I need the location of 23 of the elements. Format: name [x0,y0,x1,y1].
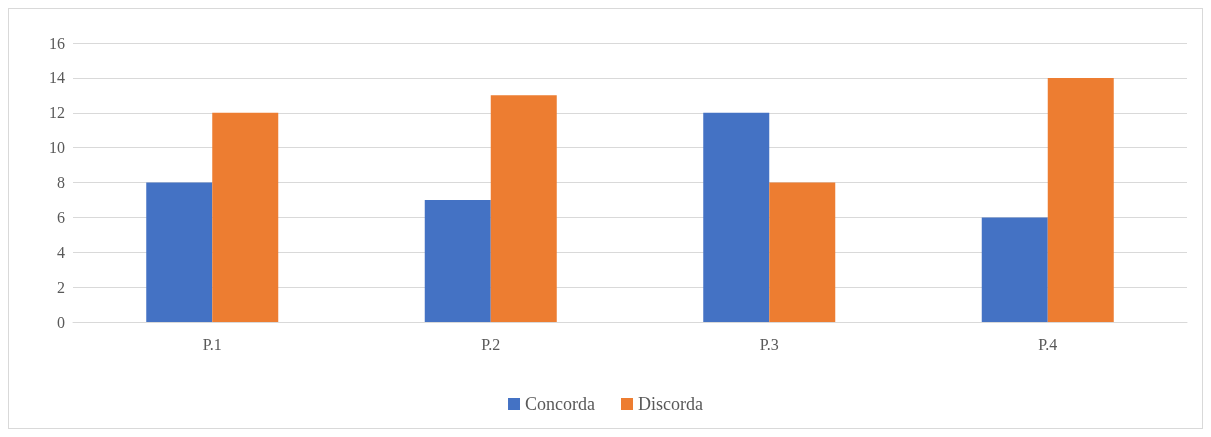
y-tick-label: 14 [49,69,65,87]
y-tick-label: 8 [57,174,65,191]
x-tick-label: P.1 [202,335,222,353]
bar [490,95,557,322]
bar [212,112,279,322]
bar [146,182,213,322]
bar [424,199,491,322]
y-tick-label: 2 [57,278,65,296]
bar [1047,77,1114,322]
x-tick-label: P.2 [481,335,501,353]
y-tick-label: 4 [57,243,65,261]
bar [703,112,770,322]
y-tick-label: 12 [49,104,65,122]
bar [981,217,1048,322]
x-tick-label: P.4 [1038,335,1058,353]
legend-label: Discorda [638,394,703,414]
y-tick-label: 16 [49,34,65,52]
y-tick-label: 0 [57,313,65,331]
y-tick-label: 10 [49,139,65,157]
x-tick-label: P.3 [759,335,779,353]
y-tick-label: 6 [57,208,65,226]
legend-label: Concorda [525,394,596,414]
bar [769,182,836,322]
